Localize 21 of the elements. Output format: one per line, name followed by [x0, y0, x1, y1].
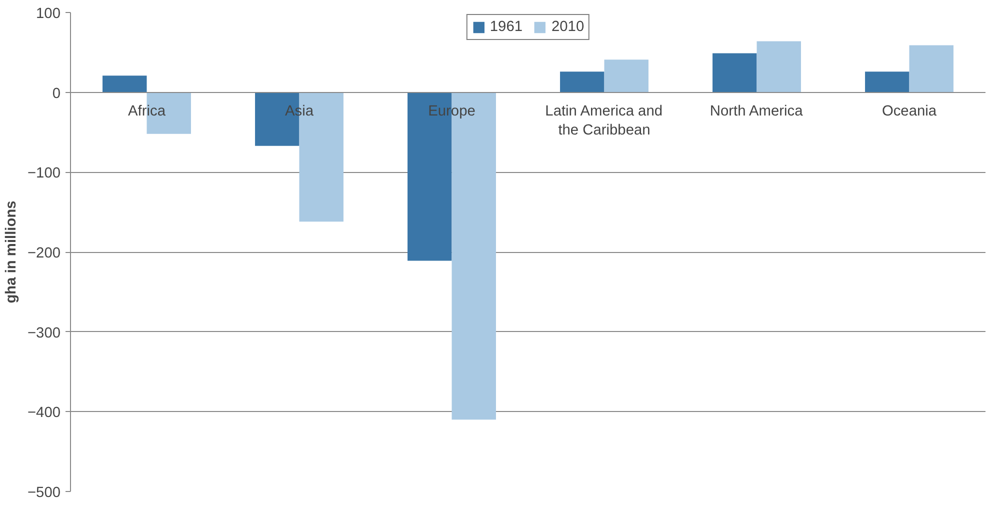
bar: [712, 53, 757, 92]
bar: [909, 45, 954, 92]
bar: [604, 60, 648, 92]
y-tick-label: −400: [27, 405, 61, 422]
y-tick-label: −100: [27, 166, 61, 182]
bar: [102, 76, 147, 92]
y-tick-label: 0: [52, 86, 61, 102]
bar: [560, 72, 604, 92]
bar: [756, 41, 801, 92]
x-tick-label: Oceania: [882, 103, 938, 120]
y-tick-label: −300: [27, 325, 61, 342]
y-axis-title: gha in millions: [3, 200, 20, 304]
y-tick-label: 100: [36, 6, 61, 22]
y-tick-label: −200: [27, 246, 61, 262]
y-tick-label: −500: [27, 485, 61, 501]
legend-label: 1961: [490, 19, 522, 35]
x-tick-label: Latin America and the Caribbean: [545, 103, 663, 139]
x-tick-label: Africa: [128, 103, 166, 120]
x-tick-label: North America: [710, 103, 804, 120]
bar: [865, 72, 910, 92]
legend-label: 2010: [552, 19, 584, 35]
